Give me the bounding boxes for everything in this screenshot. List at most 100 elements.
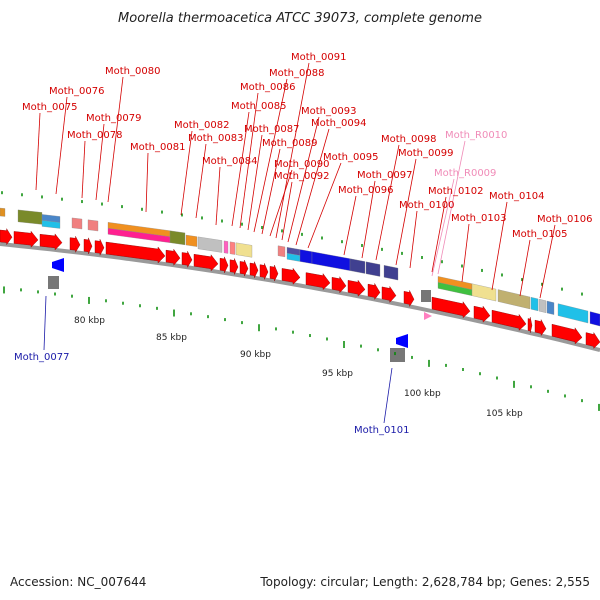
forward-gene-arrow: [381, 285, 397, 303]
reverse-gene-label: Moth_0101: [354, 425, 409, 436]
label-leader: [55, 96, 68, 195]
map-title: Moorella thermoacetica ATCC 39073, compl…: [118, 11, 482, 26]
label-leader: [145, 152, 149, 213]
forward-gene-arrow: [534, 319, 547, 337]
label-leader: [375, 144, 400, 261]
forward-gene-arrow: [165, 248, 181, 266]
gene-label: Moth_0088: [269, 68, 324, 79]
feature-band: [546, 300, 555, 315]
label-leader: [361, 180, 376, 259]
gene-label: Moth_0082: [174, 120, 229, 131]
gene-label: Moth_0096: [338, 185, 393, 196]
feature-band: [538, 298, 547, 313]
gene-label: Moth_0093: [301, 106, 356, 117]
rna-label: Moth_R0009: [434, 168, 496, 179]
feature-band: [497, 289, 531, 310]
kbp-label: 85 kbp: [156, 333, 187, 343]
gene-label: Moth_0092: [274, 171, 329, 182]
accession-text: Accession: NC_007644: [10, 575, 146, 589]
feature-band: [365, 261, 381, 277]
label-leader: [343, 195, 357, 256]
forward-gene-arrow: [473, 305, 491, 323]
forward-gene-arrow: [331, 276, 347, 294]
label-leader: [437, 140, 466, 275]
label-leader: [195, 143, 207, 219]
reverse-gene-marker: [390, 348, 405, 362]
feature-band: [277, 245, 286, 258]
forward-gene-arrow: [69, 236, 81, 253]
feature-band: [229, 241, 236, 255]
label-leader: [107, 76, 124, 203]
gene-label: Moth_0085: [231, 101, 286, 112]
feature-band: [223, 240, 229, 254]
reverse-gene-marker: [421, 290, 431, 302]
feature-band: [471, 283, 497, 302]
feature-band: [530, 297, 539, 312]
label-leader: [491, 201, 508, 291]
forward-gene-arrow: [527, 316, 533, 334]
rna-marker: [424, 312, 432, 320]
feature-band: [197, 236, 223, 253]
gene-label: Moth_0080: [105, 66, 160, 77]
feature-band: [87, 219, 99, 232]
gene-label: Moth_0076: [49, 86, 104, 97]
label-leader: [231, 111, 250, 227]
reverse-gene-arrow: [52, 258, 64, 272]
label-leader: [35, 112, 41, 191]
gene-label: Moth_0078: [67, 130, 122, 141]
gene-label: Moth_0100: [399, 200, 454, 211]
gene-label: Moth_0087: [244, 124, 299, 135]
label-leader: [180, 130, 193, 216]
label-leader: [409, 210, 418, 269]
forward-gene-arrow: [13, 230, 39, 248]
forward-gene-arrow: [551, 323, 583, 345]
forward-gene-arrow: [347, 279, 366, 297]
label-leader: [287, 116, 320, 243]
feature-band: [185, 234, 198, 247]
feature-band: [557, 303, 589, 324]
forward-gene-arrow: [181, 251, 193, 268]
forward-gene-arrow: [94, 239, 105, 256]
label-leader: [247, 134, 263, 231]
forward-gene-arrow: [403, 290, 415, 308]
kbp-label: 95 kbp: [322, 369, 353, 379]
forward-gene-arrow: [229, 258, 239, 275]
forward-gene-arrow: [193, 253, 219, 272]
forward-gene-arrow: [219, 256, 229, 273]
gene-label: Moth_0089: [262, 138, 317, 149]
feature-band: [41, 220, 61, 229]
forward-gene-arrow: [259, 263, 269, 280]
forward-gene-arrow: [367, 282, 381, 301]
label-leader: [215, 166, 221, 226]
feature-band: [349, 258, 366, 274]
feature-band: [299, 249, 313, 264]
label-leader: [81, 140, 86, 199]
feature-band: [383, 265, 399, 281]
feature-band: [17, 209, 43, 225]
kbp-label: 100 kbp: [404, 389, 441, 399]
topology-summary: Topology: circular; Length: 2,628,784 bp…: [259, 575, 590, 589]
label-leader: [261, 148, 281, 235]
gene-label: Moth_0094: [311, 118, 366, 129]
label-leader: [431, 196, 447, 273]
reverse-gene-arrow: [396, 334, 408, 348]
reverse-gene-marker: [48, 276, 59, 289]
gene-label: Moth_0081: [130, 142, 185, 153]
gene-label: Moth_0106: [537, 214, 592, 225]
forward-gene-arrow: [269, 265, 279, 282]
feature-band: [235, 242, 253, 258]
label-leader: [307, 162, 342, 249]
gene-label: Moth_0105: [512, 229, 567, 240]
label-leader: [281, 181, 293, 241]
label-leader: [519, 239, 531, 297]
feature-bands: [0, 207, 600, 362]
label-leader: [395, 158, 417, 266]
gene-label: Moth_0084: [202, 156, 257, 167]
gene-label: Moth_0091: [291, 52, 346, 63]
feature-band: [169, 230, 186, 246]
kbp-ruler-labels: 80 kbp 85 kbp 90 kbp 95 kbp 100 kbp 105 kbp: [74, 316, 523, 419]
label-leader: [95, 123, 105, 201]
gene-arrows: [0, 227, 600, 349]
gene-label: Moth_0102: [428, 186, 483, 197]
